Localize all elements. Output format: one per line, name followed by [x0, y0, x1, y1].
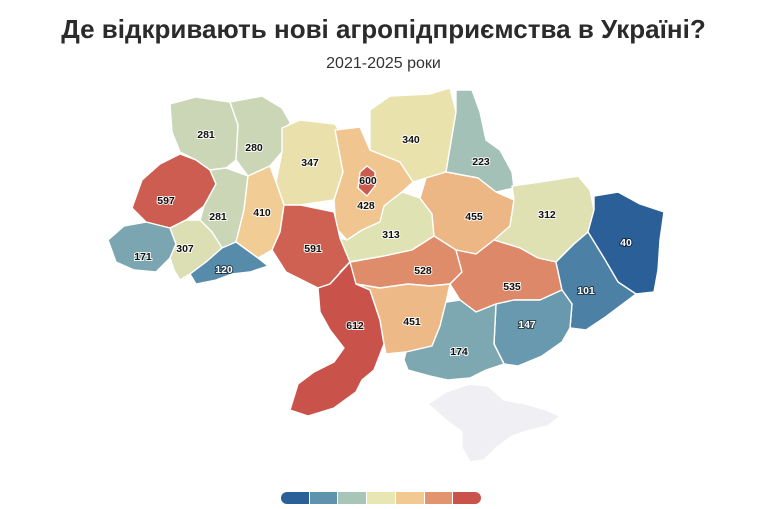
region-kyiv-city[interactable]	[357, 165, 376, 197]
region-label-zaporizhzhia: 147	[518, 319, 536, 331]
region-kherson[interactable]	[403, 299, 505, 381]
region-label-vinnytsia: 591	[304, 243, 322, 255]
legend-swatch-6	[424, 492, 454, 504]
map-subtitle: 2021-2025 роки	[326, 55, 441, 72]
region-label-donetsk: 101	[577, 285, 595, 297]
legend-swatch-1	[281, 492, 310, 504]
legend-swatch-7	[453, 492, 482, 504]
region-label-kherson: 174	[450, 346, 468, 358]
region-label-odesa: 612	[346, 320, 364, 332]
region-chernivtsi[interactable]	[189, 241, 269, 285]
region-zakarpattia[interactable]	[107, 221, 177, 273]
region-label-dnipropetrovsk: 535	[503, 281, 521, 293]
region-label-sumy: 223	[472, 156, 490, 168]
region-label-zakarpattia: 171	[134, 251, 152, 263]
region-label-kyiv-city: 600	[359, 175, 377, 187]
region-label-ivano-frankivsk: 307	[176, 243, 194, 255]
region-label-lviv: 597	[157, 195, 175, 207]
legend-swatch-5	[395, 492, 425, 504]
region-crimea[interactable]	[427, 383, 561, 463]
region-label-luhansk: 40	[620, 237, 632, 249]
region-label-kyiv-oblast: 428	[357, 200, 375, 212]
region-label-mykolaiv: 451	[403, 316, 421, 328]
region-label-khmelnytskyi: 410	[253, 207, 271, 219]
region-label-volyn: 281	[197, 129, 215, 141]
map-title: Де відкривають нові агропідприємства в У…	[61, 14, 706, 44]
color-scale-legend	[281, 492, 482, 504]
legend-swatch-3	[338, 492, 368, 504]
region-label-kharkiv: 312	[538, 209, 556, 221]
region-rivne[interactable]	[229, 95, 291, 177]
region-label-chernivtsi: 120	[215, 264, 233, 276]
region-label-zhytomyr: 347	[301, 157, 319, 169]
region-label-poltava: 455	[465, 211, 483, 223]
legend-swatch-2	[309, 492, 339, 504]
region-label-cherkasy: 313	[382, 229, 400, 241]
region-label-ternopil: 281	[209, 211, 227, 223]
legend-swatch-4	[367, 492, 396, 504]
region-label-rivne: 280	[245, 142, 263, 154]
region-label-kirovohrad: 528	[414, 265, 432, 277]
region-label-chernihiv: 340	[402, 134, 420, 146]
